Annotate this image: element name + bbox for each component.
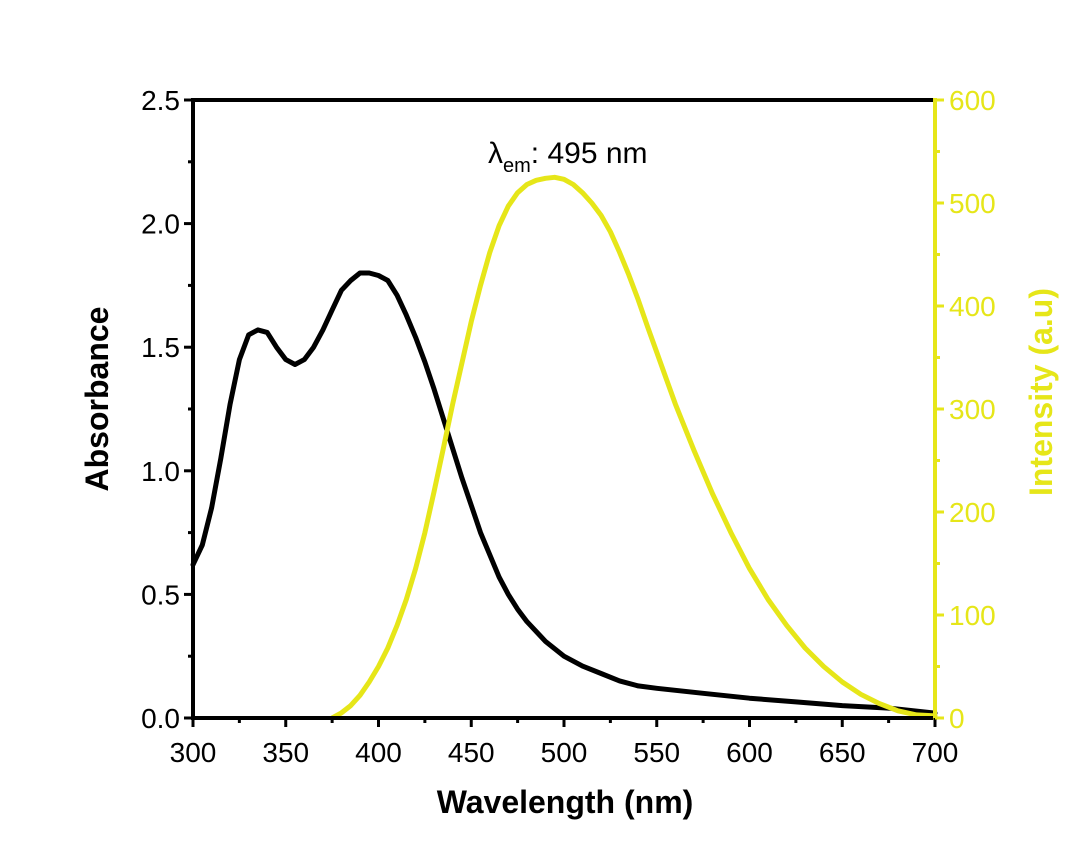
x-tick-label: 500 xyxy=(541,737,588,768)
y-right-tick-label: 500 xyxy=(949,188,996,219)
x-tick-label: 350 xyxy=(262,737,309,768)
y-left-tick-label: 1.5 xyxy=(141,332,180,363)
y-right-tick-label: 600 xyxy=(949,85,996,116)
y-left-tick-label: 0.5 xyxy=(141,579,180,610)
y-right-tick-label: 400 xyxy=(949,291,996,322)
x-tick-label: 600 xyxy=(726,737,773,768)
intensity-line xyxy=(329,174,938,721)
annotation-symbol: λ xyxy=(488,137,503,170)
y-right-tick-label: 0 xyxy=(949,703,965,734)
x-tick-label: 400 xyxy=(355,737,402,768)
y-right-tick-label: 300 xyxy=(949,394,996,425)
y-left-tick-label: 2.0 xyxy=(141,209,180,240)
x-tick-label: 450 xyxy=(448,737,495,768)
y-axis-right-title: Intensity (a.u) xyxy=(1023,288,1059,496)
plot-frame xyxy=(191,98,937,720)
annotation-subscript: em xyxy=(503,155,531,177)
y-axis-left-title: Absorbance xyxy=(79,307,115,492)
peak-annotation: λem: 495 nm xyxy=(488,137,648,177)
y-right-tick-label: 200 xyxy=(949,497,996,528)
x-axis-title: Wavelength (nm) xyxy=(437,784,694,820)
y-left-tick-label: 1.0 xyxy=(141,456,180,487)
y-right-tick-label: 100 xyxy=(949,600,996,631)
y-left-tick-label: 0.0 xyxy=(141,703,180,734)
x-tick-label: 700 xyxy=(912,737,959,768)
absorbance-line xyxy=(190,270,938,716)
x-tick-label: 650 xyxy=(819,737,866,768)
axis-ticks: 300 350 400 450 500 550 600 650 700 0.0 0.5 1.0 1.5 2… xyxy=(141,85,996,768)
x-tick-label: 550 xyxy=(633,737,680,768)
x-tick-label: 300 xyxy=(170,737,217,768)
plot-marks xyxy=(190,174,938,721)
y-left-tick-label: 2.5 xyxy=(141,85,180,116)
annotation-text: : 495 nm xyxy=(531,137,648,170)
